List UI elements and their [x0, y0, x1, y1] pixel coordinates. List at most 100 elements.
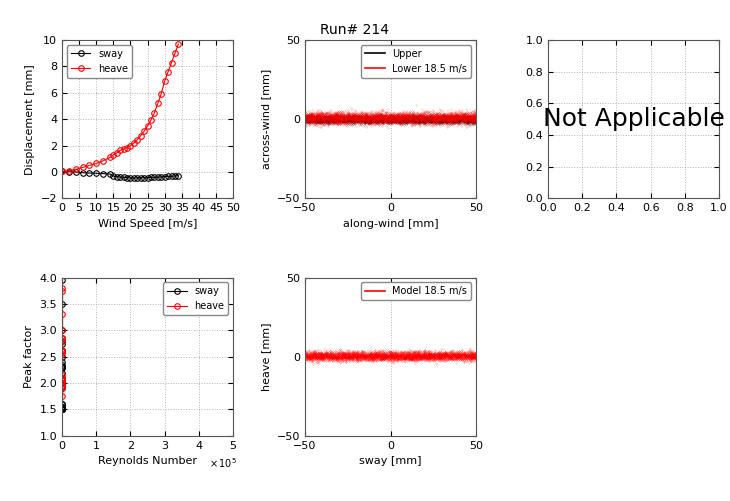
sway — [58, 380, 66, 386]
X-axis label: sway [mm]: sway [mm] — [359, 456, 422, 466]
sway — [174, 173, 182, 179]
sway — [58, 404, 66, 410]
heave — [58, 335, 66, 341]
sway — [140, 175, 149, 181]
heave — [58, 377, 66, 383]
heave — [147, 117, 155, 123]
heave — [58, 348, 66, 354]
Line: sway: sway — [59, 168, 181, 181]
heave — [78, 164, 87, 170]
heave — [123, 145, 131, 151]
sway — [58, 406, 66, 412]
sway — [58, 364, 66, 370]
Legend: Upper, Lower 18.5 m/s: Upper, Lower 18.5 m/s — [361, 45, 472, 78]
heave — [58, 383, 66, 389]
heave — [58, 385, 66, 391]
heave — [58, 285, 66, 291]
heave — [119, 146, 128, 152]
sway — [58, 364, 66, 370]
sway — [157, 174, 166, 180]
Text: Not Applicable: Not Applicable — [542, 107, 724, 131]
sway — [143, 174, 152, 180]
X-axis label: along-wind [mm]: along-wind [mm] — [343, 219, 438, 229]
heave — [58, 375, 66, 381]
heave — [174, 41, 182, 47]
heave — [167, 60, 176, 66]
sway — [58, 406, 66, 412]
heave — [116, 147, 125, 153]
sway — [58, 385, 66, 391]
sway — [58, 301, 66, 307]
sway — [126, 175, 135, 181]
heave — [171, 50, 180, 56]
heave — [129, 140, 138, 146]
heave — [58, 348, 66, 354]
heave — [153, 100, 162, 106]
heave — [58, 377, 66, 383]
heave — [150, 110, 159, 116]
sway — [116, 174, 125, 180]
Line: sway: sway — [59, 278, 65, 412]
Y-axis label: across-wind [mm]: across-wind [mm] — [261, 69, 272, 169]
heave — [106, 154, 115, 160]
heave — [58, 168, 66, 174]
heave — [109, 152, 118, 158]
Text: $\times\,10^5$: $\times\,10^5$ — [209, 456, 237, 470]
sway — [58, 354, 66, 360]
sway — [58, 406, 66, 412]
Text: Run# 214: Run# 214 — [320, 23, 388, 37]
heave — [161, 78, 169, 84]
sway — [119, 174, 128, 180]
sway — [58, 348, 66, 354]
sway — [58, 277, 66, 283]
heave — [157, 91, 166, 97]
sway — [58, 168, 66, 174]
sway — [137, 175, 145, 181]
sway — [58, 338, 66, 344]
sway — [58, 401, 66, 407]
sway — [58, 362, 66, 368]
sway — [58, 383, 66, 389]
sway — [129, 175, 138, 181]
heave — [58, 312, 66, 318]
sway — [58, 404, 66, 410]
sway — [58, 406, 66, 412]
heave — [58, 327, 66, 333]
Line: heave: heave — [59, 286, 65, 399]
Legend: Model 18.5 m/s: Model 18.5 m/s — [361, 283, 472, 300]
heave — [58, 351, 66, 357]
sway — [58, 365, 66, 371]
heave — [112, 150, 121, 156]
sway — [123, 174, 131, 180]
sway — [58, 401, 66, 407]
heave — [58, 288, 66, 294]
sway — [150, 174, 159, 180]
heave — [58, 335, 66, 341]
sway — [147, 174, 155, 180]
sway — [109, 173, 118, 179]
heave — [58, 380, 66, 386]
sway — [106, 171, 115, 177]
heave — [85, 162, 93, 168]
heave — [58, 335, 66, 341]
heave — [99, 158, 107, 164]
heave — [126, 143, 135, 149]
heave — [58, 377, 66, 383]
heave — [58, 348, 66, 354]
heave — [72, 166, 80, 172]
sway — [99, 170, 107, 176]
X-axis label: Wind Speed [m/s]: Wind Speed [m/s] — [98, 219, 197, 229]
sway — [58, 406, 66, 412]
sway — [171, 173, 180, 179]
sway — [167, 173, 176, 179]
heave — [140, 128, 149, 134]
sway — [85, 170, 93, 176]
sway — [58, 341, 66, 347]
X-axis label: Reynolds Number: Reynolds Number — [98, 456, 197, 466]
heave — [58, 372, 66, 378]
sway — [92, 170, 101, 176]
sway — [161, 174, 169, 180]
sway — [133, 175, 142, 181]
heave — [164, 69, 172, 75]
sway — [58, 406, 66, 412]
